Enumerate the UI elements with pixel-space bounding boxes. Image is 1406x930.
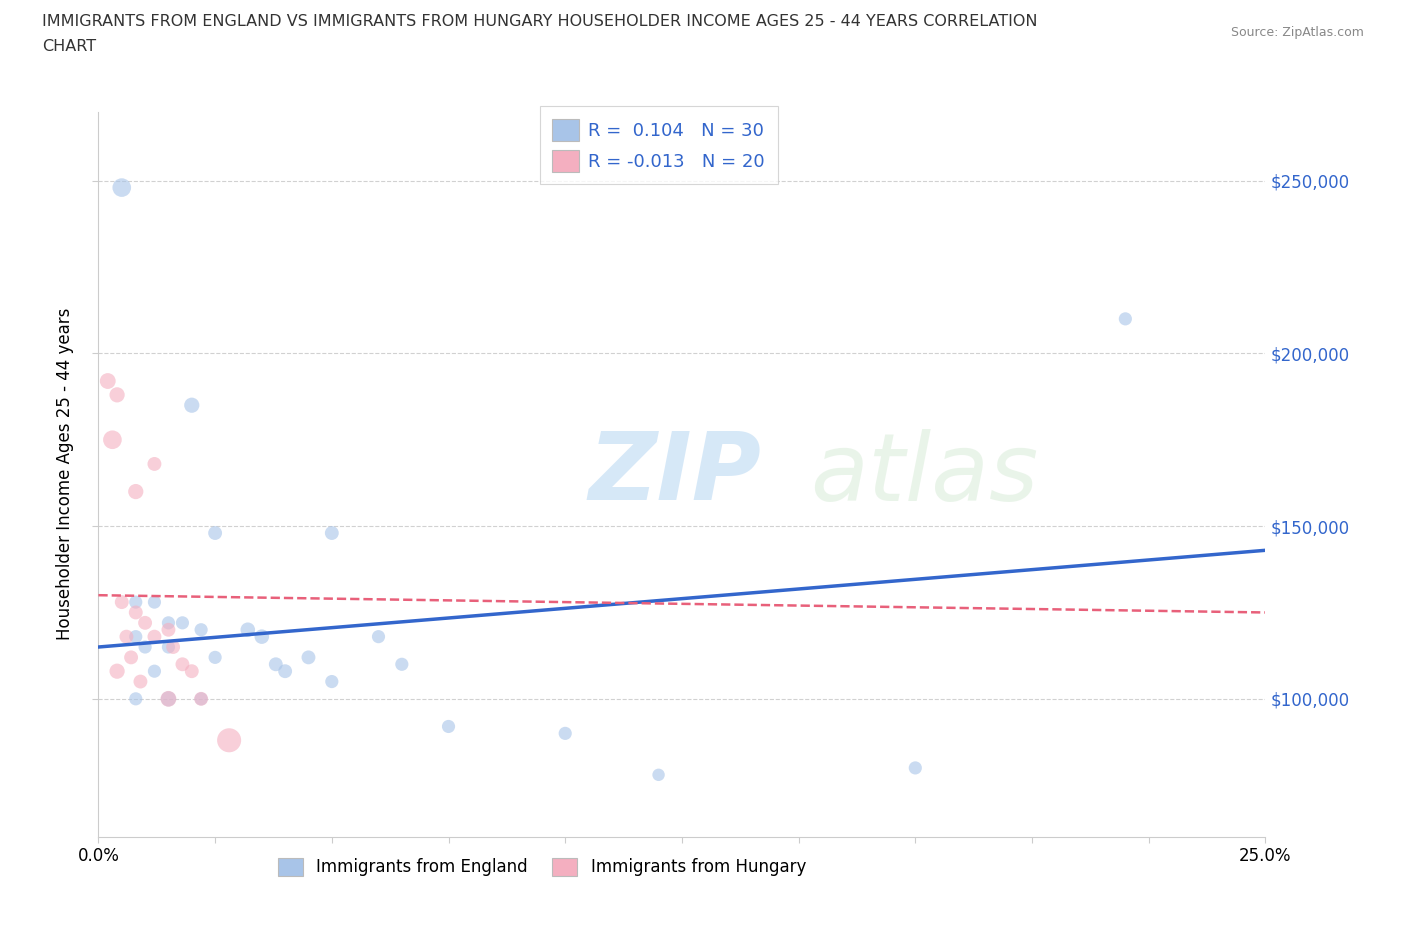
- Point: [264, 657, 287, 671]
- Point: [1114, 312, 1136, 326]
- Point: [172, 616, 194, 631]
- Point: [321, 674, 343, 689]
- Point: [125, 605, 148, 620]
- Text: ZIP: ZIP: [589, 429, 762, 520]
- Point: [120, 650, 142, 665]
- Point: [125, 594, 148, 609]
- Point: [190, 691, 212, 706]
- Point: [101, 432, 124, 447]
- Point: [157, 640, 180, 655]
- Point: [115, 630, 138, 644]
- Point: [190, 691, 212, 706]
- Point: [157, 691, 180, 706]
- Point: [157, 616, 180, 631]
- Text: IMMIGRANTS FROM ENGLAND VS IMMIGRANTS FROM HUNGARY HOUSEHOLDER INCOME AGES 25 - : IMMIGRANTS FROM ENGLAND VS IMMIGRANTS FR…: [42, 14, 1038, 29]
- Point: [204, 650, 226, 665]
- Point: [125, 630, 148, 644]
- Point: [134, 640, 156, 655]
- Point: [218, 733, 240, 748]
- Point: [236, 622, 259, 637]
- Point: [143, 664, 166, 679]
- Y-axis label: Householder Income Ages 25 - 44 years: Householder Income Ages 25 - 44 years: [56, 308, 75, 641]
- Point: [111, 180, 134, 195]
- Point: [180, 398, 202, 413]
- Point: [367, 630, 389, 644]
- Point: [105, 664, 128, 679]
- Legend: Immigrants from England, Immigrants from Hungary: Immigrants from England, Immigrants from…: [271, 851, 813, 884]
- Point: [904, 761, 927, 776]
- Point: [180, 664, 202, 679]
- Point: [134, 616, 156, 631]
- Point: [391, 657, 413, 671]
- Point: [250, 630, 273, 644]
- Point: [125, 691, 148, 706]
- Point: [172, 657, 194, 671]
- Point: [129, 674, 152, 689]
- Point: [297, 650, 319, 665]
- Point: [437, 719, 460, 734]
- Text: CHART: CHART: [42, 39, 96, 54]
- Point: [204, 525, 226, 540]
- Point: [125, 485, 148, 499]
- Point: [105, 388, 128, 403]
- Point: [111, 594, 134, 609]
- Point: [157, 622, 180, 637]
- Text: Source: ZipAtlas.com: Source: ZipAtlas.com: [1230, 26, 1364, 39]
- Point: [162, 640, 184, 655]
- Point: [143, 630, 166, 644]
- Point: [274, 664, 297, 679]
- Point: [190, 622, 212, 637]
- Point: [97, 374, 120, 389]
- Point: [554, 726, 576, 741]
- Point: [647, 767, 669, 782]
- Point: [321, 525, 343, 540]
- Point: [143, 457, 166, 472]
- Text: atlas: atlas: [810, 429, 1039, 520]
- Point: [143, 594, 166, 609]
- Point: [157, 691, 180, 706]
